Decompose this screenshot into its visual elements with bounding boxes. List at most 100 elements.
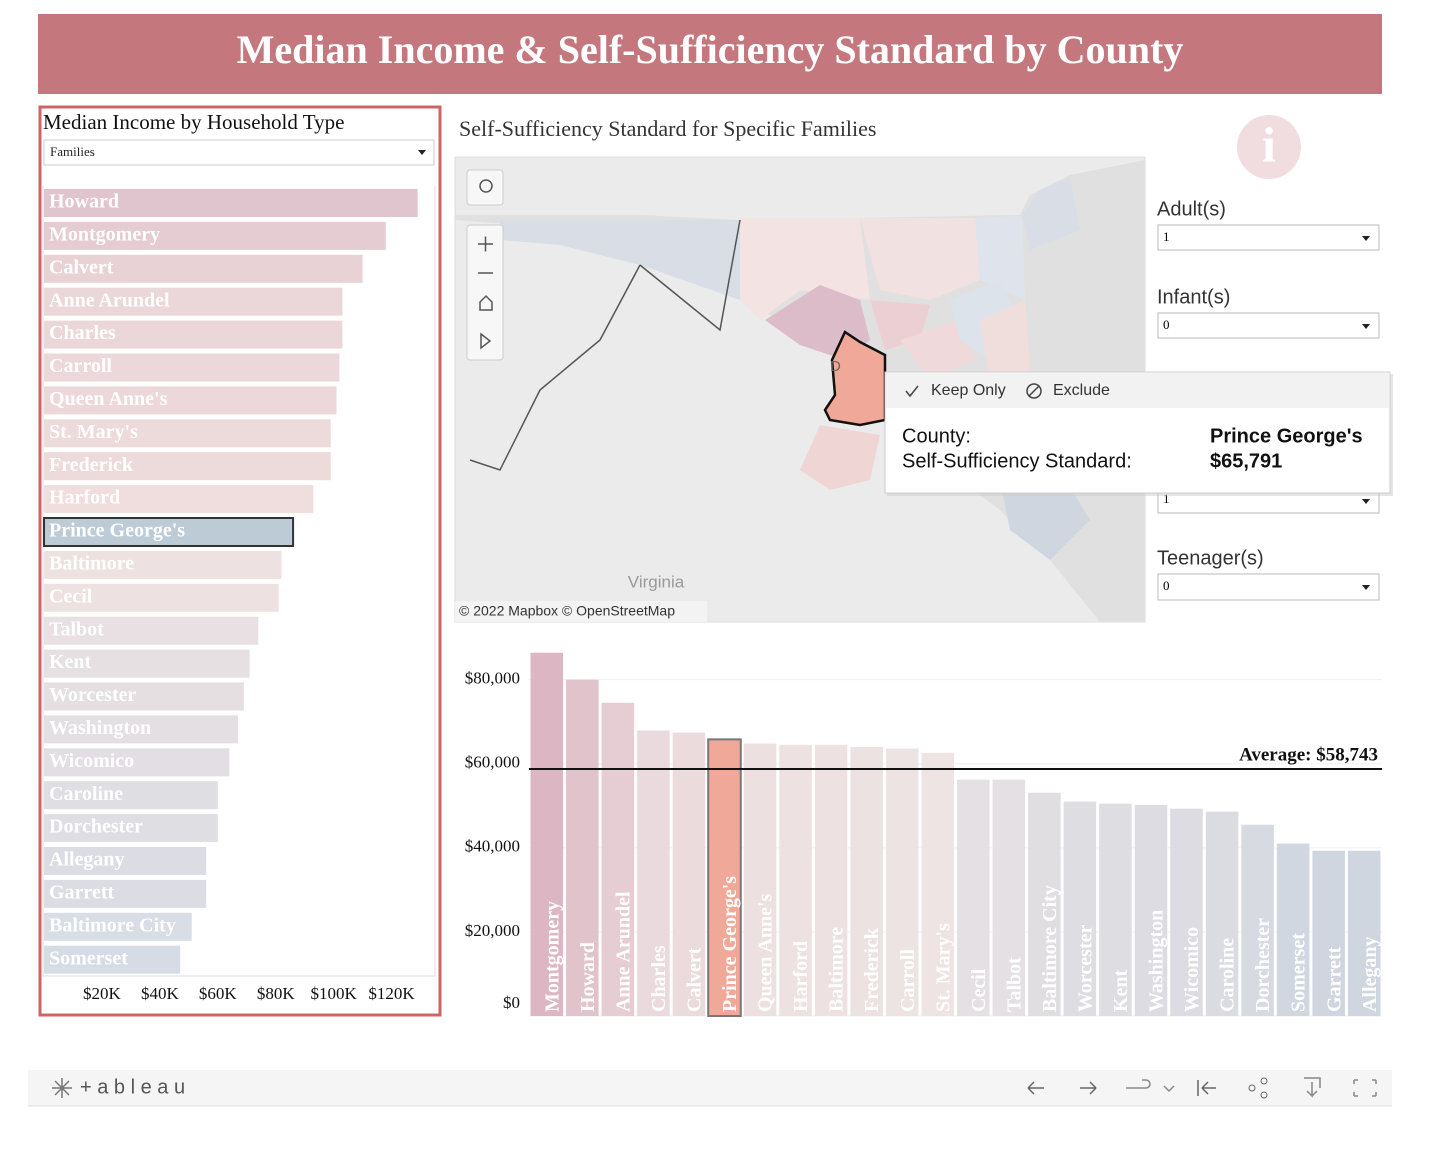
bar-label: Charles	[49, 322, 116, 344]
bar	[44, 649, 250, 678]
bar-label: Prince George's	[719, 876, 741, 1012]
bar	[44, 912, 192, 941]
bar-label: Howard	[49, 191, 119, 213]
control-label: Teenager(s)	[1157, 547, 1264, 569]
control-label: Adult(s)	[1157, 198, 1226, 220]
bar	[530, 652, 564, 1016]
bar	[1134, 804, 1168, 1016]
bar-label: Calvert	[684, 947, 706, 1012]
keep-only[interactable]: Keep Only	[931, 382, 1006, 399]
control-value: 1	[1163, 229, 1170, 244]
county-anne-arundel	[900, 320, 975, 380]
dropdown-arrow	[1362, 236, 1370, 241]
control-value: 0	[1163, 578, 1170, 593]
section-title: Self-Sufficiency Standard for Specific F…	[459, 116, 876, 141]
map-zoom-tools[interactable]	[466, 224, 504, 361]
share-icon	[1260, 1091, 1268, 1099]
bar	[637, 730, 670, 1016]
bar	[44, 748, 230, 777]
footer-brand: + a b l e a u	[80, 1076, 185, 1098]
bar-label: Washington	[49, 717, 151, 739]
bar	[992, 779, 1026, 1016]
bar	[885, 748, 919, 1016]
bar-label: Somerset	[49, 947, 128, 969]
map-state-label: Virginia	[628, 572, 685, 591]
bar-label: Carroll	[897, 949, 919, 1012]
bar	[44, 419, 331, 448]
info-icon-glyph: i	[1262, 116, 1276, 172]
county-prince-georges	[823, 330, 887, 427]
bar	[1170, 808, 1203, 1016]
footer-tool-icons[interactable]	[1126, 1077, 1377, 1098]
share-icon[interactable]	[1248, 1084, 1256, 1092]
bar-label: Howard	[577, 942, 599, 1012]
footer-bar	[28, 1070, 1392, 1106]
bar	[44, 682, 244, 711]
tooltip-county-label: County:	[902, 425, 971, 447]
bar-label: Kent	[1110, 969, 1132, 1012]
bar	[850, 746, 883, 1016]
check-glyph	[905, 385, 919, 398]
tooltip-standard-label: Self-Sufficiency Standard:	[902, 450, 1132, 472]
share-icon	[1260, 1077, 1268, 1085]
map-attribution: © 2022 Mapbox © OpenStreetMap	[459, 603, 675, 619]
x-tick-label: $120K	[368, 984, 415, 1003]
x-tick-label: $20K	[83, 984, 122, 1003]
attribution-bg	[455, 601, 707, 622]
bar	[1276, 843, 1310, 1016]
bar	[707, 738, 742, 1017]
dropdown-arrow	[1362, 585, 1370, 590]
bar	[44, 254, 363, 283]
control-value: 0	[1163, 317, 1170, 332]
bar	[44, 221, 386, 250]
bar	[44, 945, 181, 974]
map-dc-label: D	[830, 358, 841, 375]
y-tick-label: $40,000	[465, 837, 520, 856]
info-icon[interactable]	[1237, 115, 1301, 179]
bar-label: Baltimore City	[1039, 885, 1061, 1012]
map-search[interactable]	[466, 169, 504, 206]
bar-label: St. Mary's	[932, 923, 954, 1012]
bar	[672, 732, 706, 1016]
control-value: 1	[1163, 491, 1170, 506]
bar-label: Baltimore	[49, 552, 134, 574]
bar-label: Montgomery	[49, 223, 160, 245]
bar-label: Harford	[790, 941, 812, 1012]
bar-label: Dorchester	[1252, 918, 1274, 1012]
bar	[44, 583, 279, 612]
bar	[1205, 811, 1239, 1016]
control-label: Infant(s)	[1157, 286, 1230, 308]
x-tick-label: $40K	[141, 984, 180, 1003]
bar-label: Garrett	[1323, 947, 1345, 1012]
y-tick-label: $60,000	[465, 753, 520, 772]
bar	[44, 485, 314, 514]
exclude[interactable]: Exclude	[1053, 382, 1110, 399]
bar	[814, 744, 848, 1016]
bar	[1028, 792, 1061, 1016]
bar	[44, 189, 418, 217]
footer-nav-icons[interactable]	[1027, 1080, 1216, 1096]
search-glyph	[479, 179, 493, 193]
bar	[566, 679, 599, 1016]
tooltip-actions	[886, 373, 1389, 408]
type-dropdown[interactable]	[43, 139, 435, 166]
bar-label: Frederick	[49, 454, 134, 476]
bar	[743, 743, 777, 1016]
county-carroll	[860, 218, 980, 300]
county-harford	[975, 216, 1025, 300]
tooltip-county: Prince George's	[1210, 425, 1363, 447]
bar	[44, 781, 218, 810]
bar-label: Calvert	[49, 256, 114, 278]
bar-label: Anne Arundel	[49, 289, 170, 311]
bar-label: Baltimore City	[49, 914, 176, 936]
exclude-glyph	[1028, 385, 1040, 397]
control-dropdown[interactable]	[1157, 312, 1380, 339]
bar-label: Talbot	[1003, 957, 1025, 1012]
type-dropdown-value: Families	[50, 144, 95, 159]
control-dropdown[interactable]	[1157, 224, 1380, 251]
tooltip-standard: $65,791	[1210, 450, 1282, 472]
control-dropdown[interactable]	[1157, 573, 1380, 601]
bar	[44, 550, 282, 579]
bar-label: Prince George's	[49, 520, 185, 542]
